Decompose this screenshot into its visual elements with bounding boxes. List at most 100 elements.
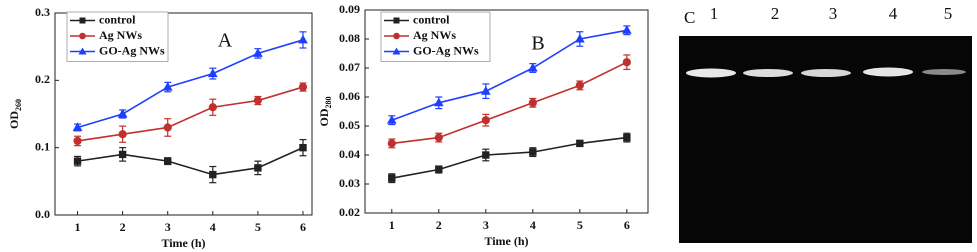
gel-lane-label: 3 [829,4,838,23]
legend-label: Ag NWs [413,28,456,42]
plot-frame [54,12,313,216]
x-tick-label: 5 [577,218,583,232]
x-tick-label: 6 [300,220,306,234]
legend-label: GO-Ag NWs [99,43,165,57]
marker [575,81,584,90]
panel-label: A [218,30,233,52]
marker [576,139,584,148]
series-line [391,136,627,179]
y-axis-label-subscript: 260 [14,99,23,111]
series-line [77,146,304,176]
marker [164,157,172,165]
marker [118,130,127,139]
marker [622,58,631,67]
marker [298,34,308,44]
gel-bands [686,67,966,78]
x-tick-label: 3 [165,220,171,234]
y-tick-label: 0.3 [35,5,50,19]
y-axis-label-text: OD [7,111,21,129]
marker [623,133,631,142]
gel-image [679,36,972,243]
x-tick-label: 1 [389,218,395,232]
marker [298,82,308,92]
marker [528,98,537,107]
x-tick-label: 1 [75,220,81,234]
y-tick-label: 0.1 [35,139,50,153]
marker [207,68,218,78]
gel-lane-label: 1 [710,4,719,23]
y-axis-label: OD280 [317,97,333,127]
x-axis-label: Time (h) [484,234,528,248]
marker [480,85,491,95]
marker [253,96,262,105]
y-tick-label: 0.04 [339,147,360,161]
legend-marker [79,32,86,40]
legend-label: control [99,12,136,26]
marker [434,133,443,142]
y-tick-label: 0.08 [339,31,360,45]
x-tick-label: 4 [530,218,536,232]
y-tick-label: 0.03 [339,176,360,190]
x-tick-label: 3 [483,218,489,232]
y-axis-label: OD260 [7,99,23,129]
marker [299,143,307,152]
series-line [77,39,304,129]
y-tick-label: 0.09 [339,2,360,16]
legend-marker [79,17,86,24]
y-axis-label-text: OD [317,108,331,126]
marker [253,48,263,57]
gel-band [686,68,736,78]
legend-marker [78,47,87,55]
marker [73,157,82,165]
series-line [77,86,304,142]
legend-label: GO-Ag NWs [413,43,479,57]
marker [386,114,397,124]
marker [72,122,83,131]
y-tick-label: 0.05 [339,118,360,132]
x-tick-label: 2 [120,220,126,234]
marker [529,148,537,156]
gel-band [922,69,966,75]
gel-band [743,69,793,77]
y-tick-label: 0.0 [35,207,50,221]
marker [388,174,396,182]
x-tick-label: 6 [624,218,630,232]
marker [574,33,585,43]
marker [208,103,217,112]
y-tick-label: 0.02 [339,205,360,219]
marker [435,165,443,174]
gel-lane-label: 2 [771,4,780,23]
panel-label: B [531,33,544,55]
marker [73,136,82,146]
x-tick-label: 4 [210,220,216,234]
marker [481,116,490,125]
y-tick-label: 0.06 [339,89,360,103]
legend-label: Ag NWs [99,28,142,42]
marker [527,62,538,72]
marker [117,108,128,118]
marker [254,164,262,172]
legend-label: control [413,12,450,26]
x-tick-label: 2 [436,218,442,232]
gel-lane-label: 5 [944,4,953,23]
x-axis-label: Time (h) [161,236,205,250]
marker [118,150,127,159]
legend-marker [392,47,401,55]
marker [621,25,632,34]
y-tick-label: 0.2 [35,72,50,86]
y-tick-label: 0.07 [339,60,360,74]
series-line [391,29,627,121]
gel-panel-label: C [684,8,695,27]
marker [387,139,396,148]
marker [482,151,490,159]
marker [433,97,444,107]
x-tick-label: 5 [255,220,261,234]
gel-band [801,69,851,77]
y-axis-label-subscript: 280 [324,97,333,109]
gel-band [863,67,913,77]
plot-frame [364,9,649,214]
series-line [391,61,628,145]
gel-lane-label: 4 [889,4,898,23]
legend-marker [393,32,400,40]
